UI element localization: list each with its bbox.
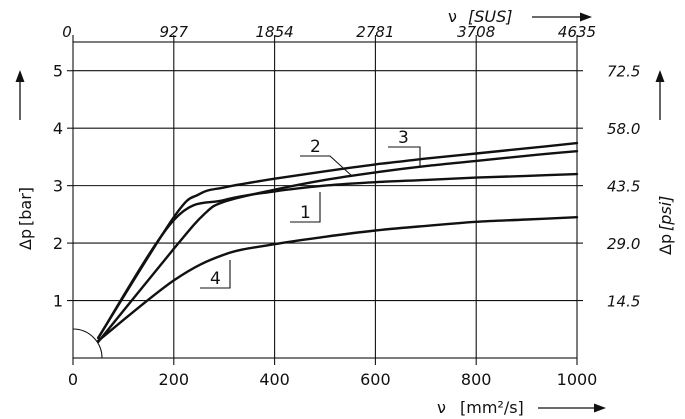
x-bottom-axis-symbol: ν xyxy=(437,398,446,417)
curve-labels: 1 2 3 4 xyxy=(200,128,421,289)
x-top-axis-arrowhead xyxy=(580,12,592,22)
y-right-axis-title: Δp [psi] xyxy=(656,196,675,255)
y-left-axis-title: Δp [bar] xyxy=(16,187,35,250)
x-top-tick-label: 4635 xyxy=(558,23,596,41)
origin-arc xyxy=(72,328,103,359)
x-bottom-axis-arrowhead xyxy=(594,403,606,413)
x-top-tick-label: 3708 xyxy=(457,23,495,41)
x-top-tick-label: 927 xyxy=(159,23,188,41)
y-left-axis-symbol: Δp xyxy=(16,229,35,250)
curve-4 xyxy=(97,216,579,342)
x-top-tick-label: 2781 xyxy=(356,23,394,41)
curve-1 xyxy=(97,172,579,340)
curve-label-2: 2 xyxy=(310,137,321,157)
curve-label-leader-3 xyxy=(388,146,421,167)
x-bottom-axis-unit: [mm²/s] xyxy=(460,398,524,417)
y-left-axis-unit: [bar] xyxy=(16,187,35,226)
y-right-tick-label: 14.5 xyxy=(607,293,640,311)
x-bottom-tick-label: 800 xyxy=(461,370,492,389)
y-right-tick-label: 58.0 xyxy=(607,120,640,138)
grid xyxy=(67,35,583,365)
x-top-tick-label: 1854 xyxy=(256,23,294,41)
y-right-axis-unit: [psi] xyxy=(656,196,675,231)
x-top-axis-title: ν [SUS] xyxy=(448,7,592,26)
curves xyxy=(97,141,579,344)
x-bottom-tick-label: 1000 xyxy=(557,370,598,389)
y-right-axis-arrowhead xyxy=(655,70,665,82)
y-right-tick-label: 72.5 xyxy=(607,63,640,81)
y-left-tick-label: 4 xyxy=(53,119,63,138)
x-top-axis-unit: [SUS] xyxy=(468,7,513,26)
y-left-axis-arrowhead xyxy=(15,70,25,82)
curve-label-leader-2 xyxy=(300,155,353,177)
y-right-tick-label: 29.0 xyxy=(607,235,640,253)
y-right-axis-arrow-group xyxy=(655,70,665,120)
y-right-tick-label: 43.5 xyxy=(607,178,640,196)
y-right-axis-symbol: Δp xyxy=(656,234,675,255)
curve-3 xyxy=(97,150,579,344)
curve-label-1: 1 xyxy=(300,203,311,223)
y-left-tick-label: 1 xyxy=(53,292,63,311)
curve-label-3: 3 xyxy=(398,128,409,148)
x-bottom-tick-label: 400 xyxy=(259,370,290,389)
curve-2 xyxy=(97,141,579,340)
plot-frame xyxy=(72,41,578,359)
curve-label-4: 4 xyxy=(210,269,221,289)
y-left-tick-label: 5 xyxy=(53,62,63,81)
x-bottom-tick-label: 600 xyxy=(360,370,391,389)
x-bottom-tick-label: 200 xyxy=(159,370,190,389)
x-bottom-axis-title: ν [mm²/s] xyxy=(437,398,606,417)
x-top-tick-label: 0 xyxy=(62,23,72,41)
x-bottom-tick-label: 0 xyxy=(68,370,78,389)
y-left-tick-label: 2 xyxy=(53,234,63,253)
curve-label-leader-1 xyxy=(290,192,321,223)
y-left-tick-label: 3 xyxy=(53,177,63,196)
y-left-axis-arrow-group xyxy=(15,70,25,120)
curve-label-leader-4 xyxy=(200,260,231,289)
x-top-axis-symbol: ν xyxy=(448,7,457,26)
